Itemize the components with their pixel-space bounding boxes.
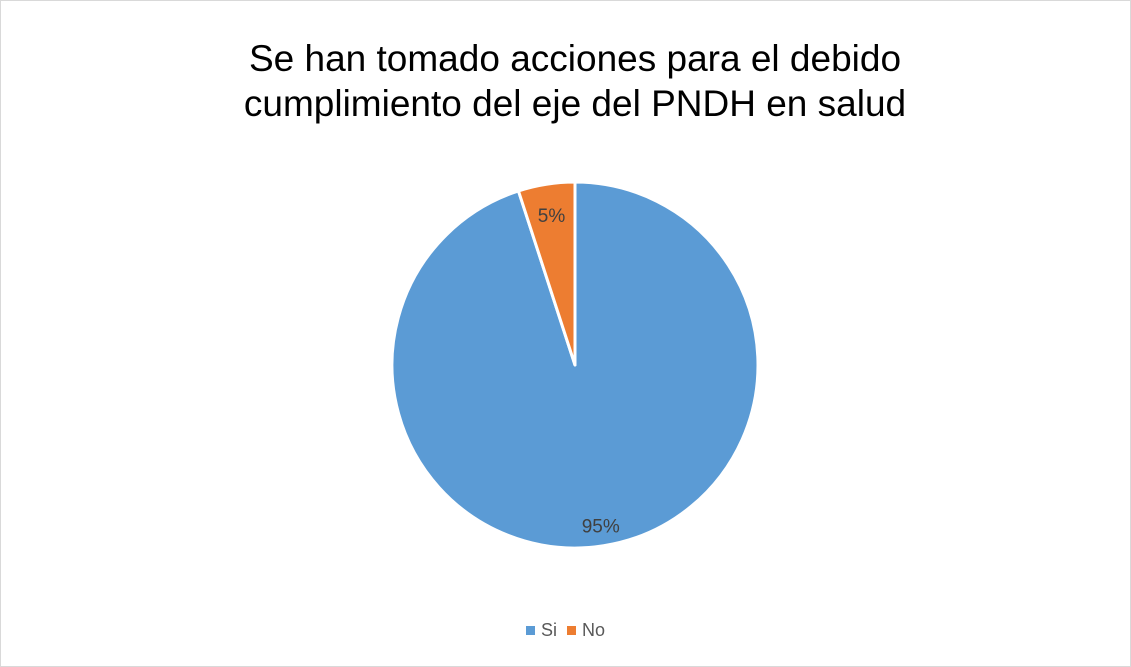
- legend-item-no: No: [567, 620, 605, 641]
- data-label-no: 5%: [538, 206, 566, 227]
- pie-slice-no: [516, 180, 577, 367]
- legend-swatch-si: [525, 626, 535, 635]
- legend-swatch-no: [567, 626, 576, 635]
- legend-label-no: No: [582, 620, 606, 640]
- legend-item-si: Si: [525, 620, 557, 641]
- legend: Si No: [0, 620, 1131, 641]
- data-label-si: 95%: [582, 517, 620, 538]
- legend-label-si: Si: [540, 620, 557, 640]
- chart-title: Se han tomado acciones para el debido cu…: [243, 38, 907, 124]
